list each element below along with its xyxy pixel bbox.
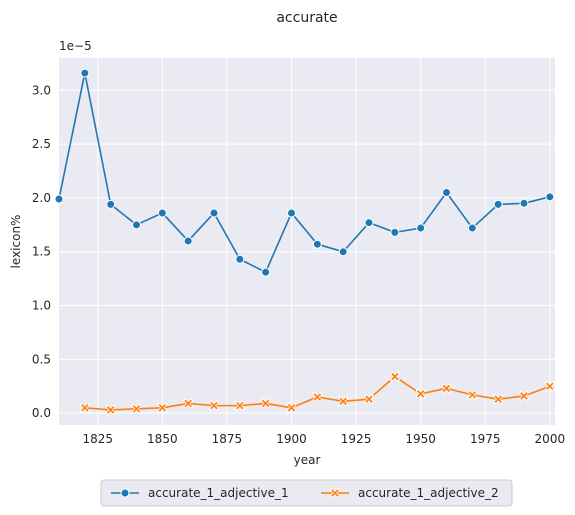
data-point <box>106 199 116 209</box>
x-tick-label: 1850 <box>147 432 178 446</box>
marker-cross <box>365 395 373 403</box>
data-point <box>519 391 529 401</box>
marker-cross <box>468 391 477 399</box>
y-tick-label: 2.5 <box>32 137 51 151</box>
marker-cross <box>546 382 554 391</box>
marker-cross <box>287 403 296 412</box>
marker-cross <box>236 401 244 410</box>
y-axis-label: lexicon% <box>9 215 23 269</box>
data-point <box>183 236 193 246</box>
data-point <box>441 383 452 394</box>
data-point <box>467 390 478 400</box>
series-line <box>58 72 551 273</box>
x-tick-label: 1975 <box>470 432 501 446</box>
series-1 <box>54 68 555 277</box>
data-point <box>235 400 245 411</box>
x-axis-label: year <box>294 453 321 467</box>
legend-entry: accurate_1_adjective_1 <box>111 486 289 500</box>
x-tick-label: 1950 <box>405 432 436 446</box>
series-group <box>54 68 555 415</box>
legend-marker <box>330 488 340 498</box>
legend: accurate_1_adjective_1 accurate_1_adjecti… <box>100 479 513 507</box>
series-2 <box>80 371 555 415</box>
marker-cross <box>106 406 115 414</box>
x-tick-label: 2000 <box>535 432 566 446</box>
y-axis-exponent: 1e−5 <box>59 39 92 53</box>
y-tick-label: 0.0 <box>32 406 51 420</box>
data-point <box>209 400 219 411</box>
data-point <box>338 396 348 407</box>
marker-cross <box>132 405 141 413</box>
data-point <box>545 192 555 202</box>
data-point <box>364 218 374 228</box>
legend-marker <box>120 488 130 498</box>
marker-cross <box>391 372 399 381</box>
data-point <box>286 402 297 413</box>
marker-cross <box>416 389 425 398</box>
data-point <box>260 398 271 409</box>
marker-cross <box>158 403 167 412</box>
marker-cross <box>331 489 339 497</box>
grid <box>59 58 555 425</box>
data-point <box>287 208 296 218</box>
marker-cross <box>210 401 218 410</box>
data-point <box>261 267 271 277</box>
y-tick-label: 1.0 <box>32 299 51 313</box>
y-tick-label: 3.0 <box>32 83 51 97</box>
data-point <box>416 223 426 233</box>
data-point <box>131 404 142 414</box>
data-point <box>493 199 503 209</box>
data-point <box>390 227 400 237</box>
data-point <box>338 247 348 257</box>
marker-cross <box>442 384 451 393</box>
data-point <box>312 392 323 402</box>
data-point <box>390 371 400 382</box>
y-tick-label: 1.5 <box>32 245 51 259</box>
y-tick-label: 2.0 <box>32 191 51 205</box>
x-tick-label: 1875 <box>212 432 243 446</box>
chart-title: accurate <box>276 10 337 26</box>
data-point <box>157 402 168 413</box>
legend-entry: accurate_1_adjective_2 <box>321 486 499 500</box>
legend-label: accurate_1_adjective_1 <box>148 486 289 500</box>
legend-label: accurate_1_adjective_2 <box>358 486 499 500</box>
data-point <box>80 68 90 78</box>
data-point <box>519 198 529 208</box>
plot-area <box>59 58 555 425</box>
x-tick-label: 1825 <box>82 432 113 446</box>
data-point <box>209 208 219 218</box>
x-axis-ticks: 1825 1850 1875 1900 1925 1950 1975 2000 <box>82 432 565 446</box>
data-point <box>415 388 426 399</box>
x-tick-label: 1925 <box>341 432 372 446</box>
data-point <box>364 394 374 404</box>
data-point <box>442 188 451 198</box>
y-axis-ticks: 0.0 0.5 1.0 1.5 2.0 2.5 3.0 <box>32 83 51 420</box>
data-point <box>467 223 477 233</box>
data-point <box>157 208 167 218</box>
marker-cross <box>184 399 192 408</box>
legend-box <box>100 479 513 507</box>
data-point <box>132 220 141 230</box>
data-point <box>545 381 555 392</box>
marker-cross <box>81 403 89 412</box>
data-point <box>80 402 90 413</box>
marker-cross <box>261 399 270 408</box>
data-point <box>235 254 245 264</box>
x-tick-label: 1900 <box>276 432 307 446</box>
data-point <box>105 405 116 415</box>
data-point <box>493 394 503 404</box>
marker-cross <box>494 395 502 403</box>
marker-cross <box>520 392 528 400</box>
y-tick-label: 0.5 <box>32 352 51 366</box>
data-point <box>183 398 193 409</box>
data-point <box>312 239 322 249</box>
marker-cross <box>313 393 322 401</box>
data-point <box>54 194 64 204</box>
marker-cross <box>339 397 347 406</box>
